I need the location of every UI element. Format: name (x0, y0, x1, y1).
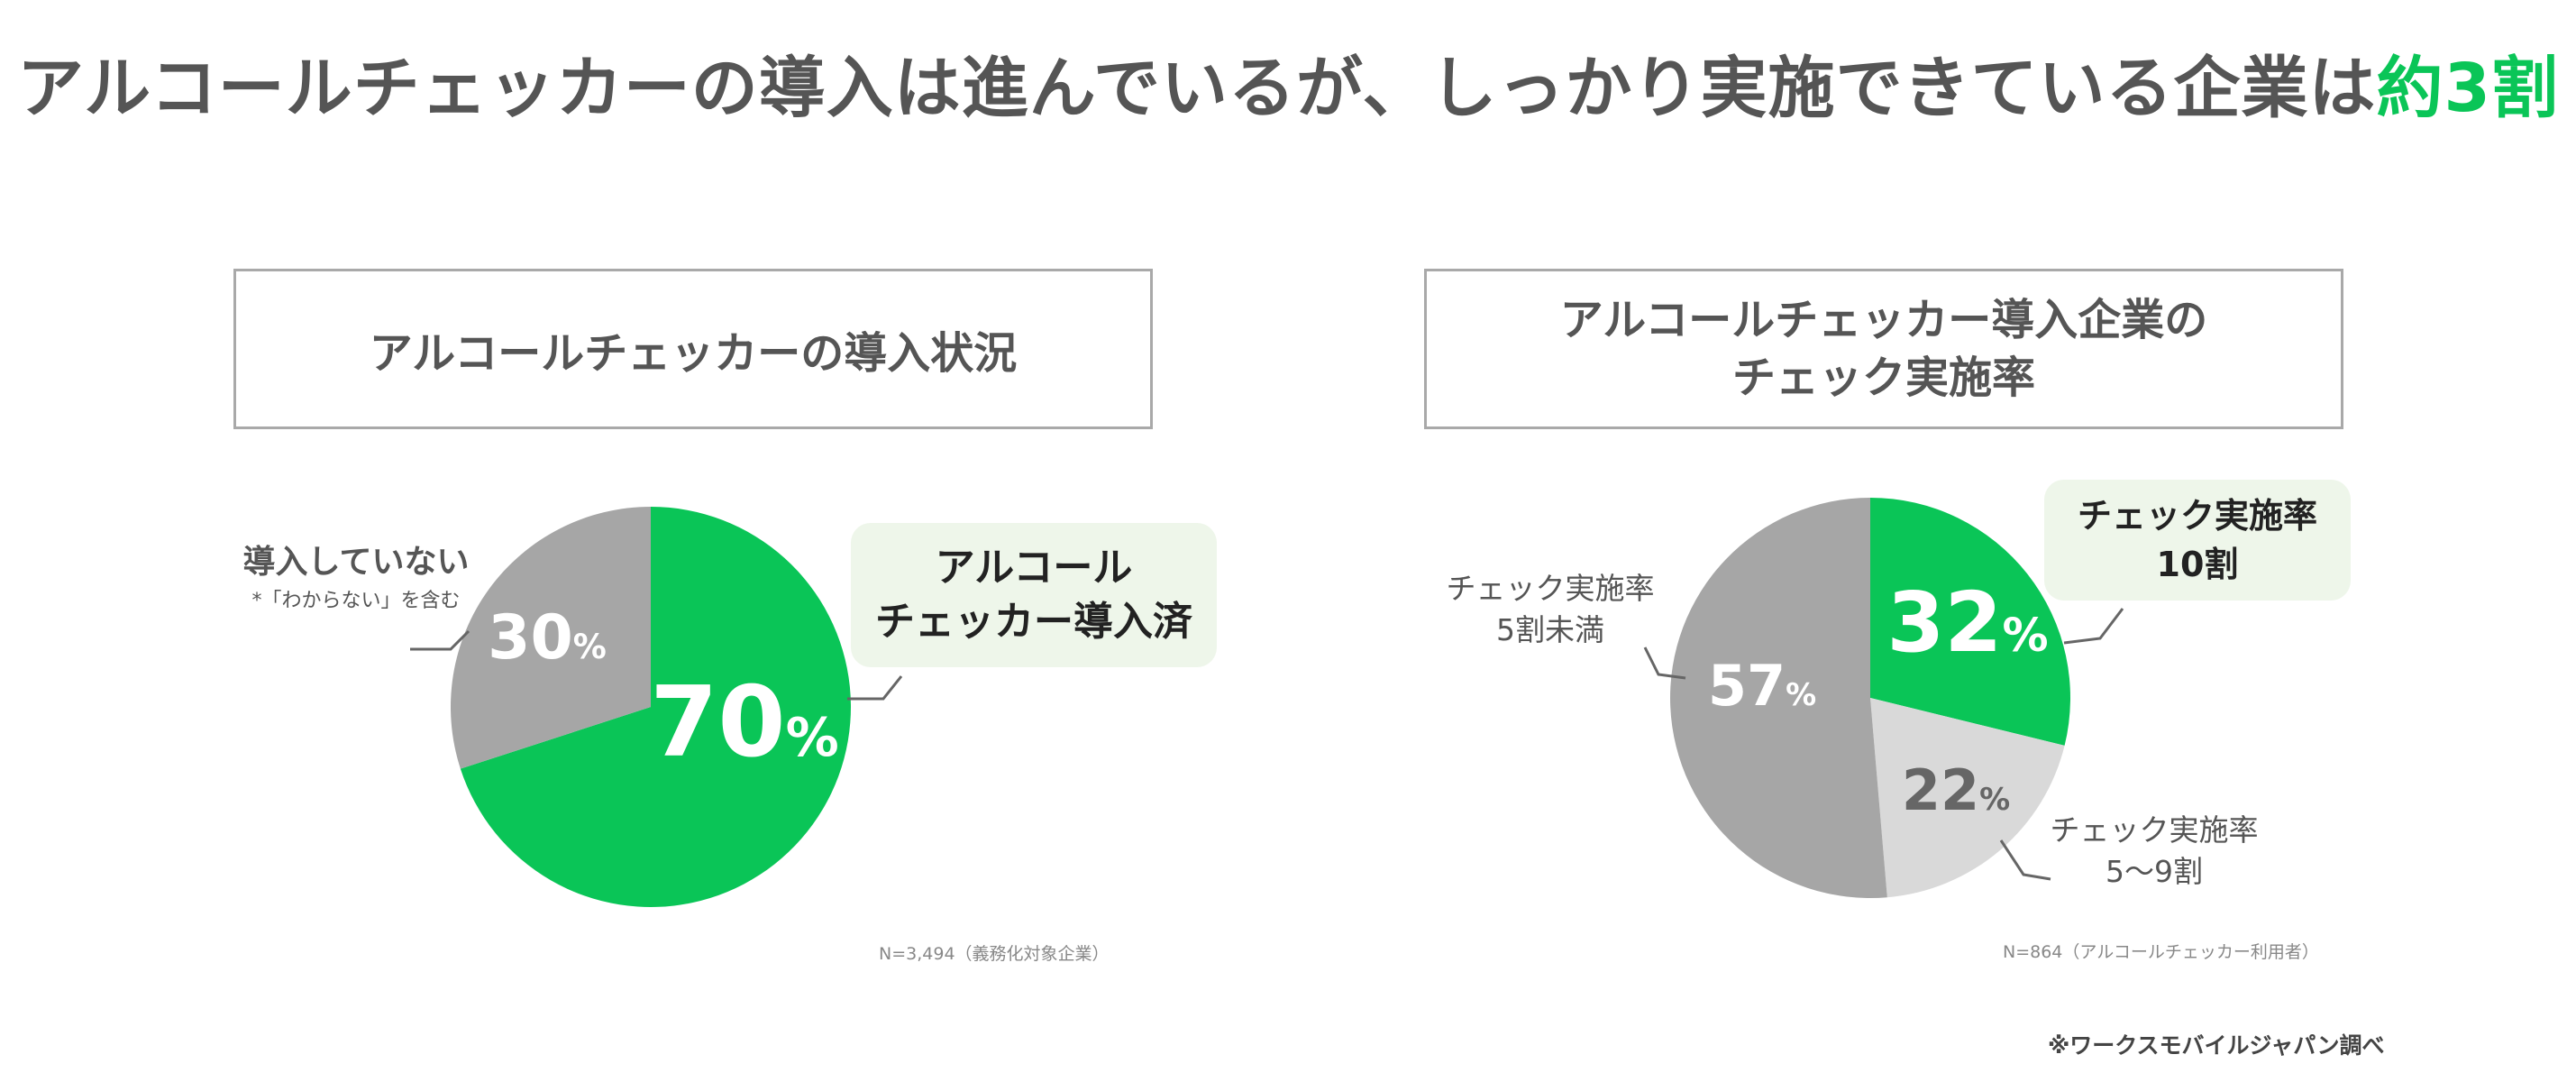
chart2-leader-line-1 (1999, 839, 2051, 881)
chart2-value-label-1: 22% (1902, 757, 2010, 823)
chart1-label-not-installed-sub: *「わからない」を含む (251, 590, 461, 612)
chart1-note: N=3,494（義務化対象企業） (879, 944, 1110, 964)
chart2-callout-line1: チェック実施率 (2077, 496, 2317, 536)
chart2-leader-line-0 (2063, 608, 2124, 645)
headline: アルコールチェッカーの導入は進んでいるが、しっかり実施できている企業は約3割 (0, 34, 2576, 131)
chart1-title-box: アルコールチェッカーの導入状況 (233, 269, 1153, 429)
chart1-callout-line2: チェッカー導入済 (875, 599, 1192, 645)
chart2-label-low-line2: 5割未満 (1496, 612, 1604, 647)
chart1-slice-0 (460, 507, 851, 907)
chart2-label-partial-line2: 5〜9割 (2106, 854, 2203, 889)
chart1-value-label-0: 70% (650, 666, 838, 779)
chart1-label-not-installed-text: 導入していない (242, 544, 470, 581)
chart2-callout-full: チェック実施率 10割 (2044, 480, 2351, 601)
chart2-value-label-0: 32% (1886, 574, 2048, 671)
chart2-title-line2: チェック実施率 (1731, 353, 2035, 403)
headline-main: アルコールチェッカーの導入は進んでいるが、しっかり実施できている企業は (16, 50, 2377, 127)
chart2-title-box: アルコールチェッカー導入企業の チェック実施率 (1424, 269, 2343, 429)
chart1-callout-line1: アルコール (935, 545, 1133, 591)
chart1-leader-line-0 (847, 675, 903, 701)
chart2-label-partial: チェック実施率 5〜9割 (2037, 810, 2271, 893)
chart2-leader-line-2 (1643, 646, 1686, 680)
chart1-slice-1 (450, 507, 651, 769)
source-credit: ※ワークスモバイルジャパン調べ (2048, 1032, 2385, 1059)
chart1-title: アルコールチェッカーの導入状況 (369, 328, 1018, 379)
chart1-label-not-installed: 導入していない *「わからない」を含む (230, 536, 482, 613)
chart2-slice-2 (1669, 498, 1887, 898)
chart2-title-line1: アルコールチェッカー導入企業の (1559, 295, 2208, 345)
chart2-slice-0 (1870, 498, 2070, 746)
chart1-value-label-1: 30% (488, 602, 607, 674)
headline-accent: 約3割 (2376, 50, 2560, 127)
chart2-label-low-line1: チェック実施率 (1446, 571, 1655, 606)
chart2-callout-line2: 10割 (2156, 545, 2239, 584)
chart1-callout-installed: アルコール チェッカー導入済 (851, 523, 1217, 667)
chart2-slice-1 (1870, 698, 2065, 898)
chart2-label-low: チェック実施率 5割未満 (1433, 568, 1667, 651)
chart2-value-label-2: 57% (1708, 653, 1816, 719)
chart2-label-partial-line1: チェック実施率 (2050, 812, 2259, 848)
chart2-note: N=864（アルコールチェッカー利用者） (2003, 942, 2319, 962)
chart1-leader-line-1 (410, 629, 470, 651)
